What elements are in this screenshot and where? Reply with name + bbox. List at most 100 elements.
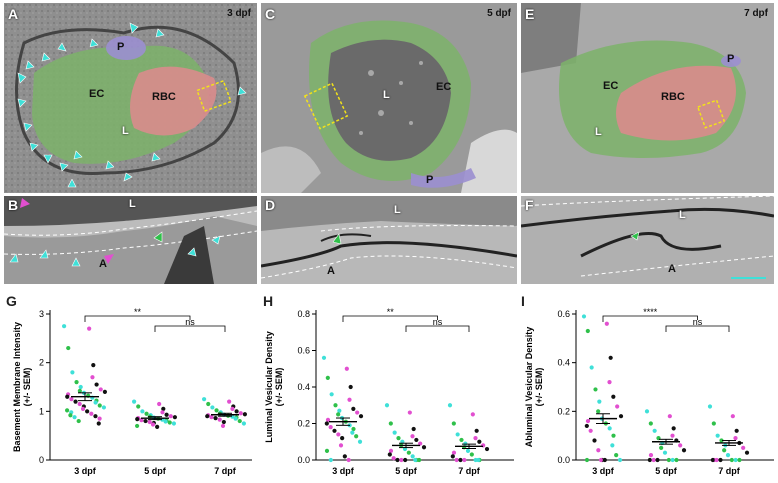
em-image-3dpf — [4, 3, 257, 193]
data-point — [651, 457, 656, 463]
data-point — [462, 457, 467, 463]
data-point — [209, 415, 214, 420]
data-point — [655, 457, 660, 463]
em-zoom-5dpf — [261, 196, 517, 284]
data-point — [670, 457, 675, 463]
data-point — [351, 406, 356, 411]
data-point — [155, 424, 160, 430]
data-point — [94, 382, 99, 387]
y-axis-label: Basement Membrane Intensity — [12, 322, 22, 452]
data-point — [135, 423, 140, 429]
inset-box — [696, 99, 726, 129]
label-l: L — [122, 125, 129, 137]
data-point — [93, 400, 98, 405]
data-point — [338, 443, 344, 448]
significance-label: ** — [387, 307, 395, 317]
data-point — [74, 380, 79, 385]
data-point — [167, 420, 172, 425]
data-point — [324, 448, 330, 453]
data-point — [388, 448, 394, 453]
data-point — [707, 404, 713, 409]
data-point — [662, 450, 668, 455]
panel-d: D L A — [261, 196, 517, 284]
data-point — [325, 417, 331, 422]
data-point — [391, 456, 396, 461]
data-point — [410, 434, 415, 439]
data-point — [463, 441, 468, 446]
data-point — [337, 408, 342, 413]
data-point — [90, 375, 95, 380]
data-point — [96, 421, 101, 426]
data-point — [70, 370, 75, 375]
data-point — [648, 421, 653, 426]
significance-label: **** — [643, 307, 658, 317]
data-point — [210, 405, 215, 410]
data-point — [469, 452, 474, 457]
data-point — [614, 453, 619, 458]
data-point — [384, 403, 390, 408]
label-l: L — [383, 89, 390, 101]
label-a: A — [327, 265, 335, 277]
label-l: L — [595, 126, 602, 138]
data-point — [89, 411, 94, 416]
label-l: L — [679, 209, 686, 221]
data-point — [150, 422, 156, 427]
data-point — [484, 446, 490, 452]
data-point — [214, 408, 219, 413]
data-point — [714, 457, 719, 463]
data-point — [342, 454, 347, 459]
label-p: P — [426, 174, 434, 186]
data-point — [597, 399, 602, 404]
x-tick-label: 7 dpf — [214, 466, 237, 476]
data-point — [328, 425, 333, 430]
significance-label: ns — [433, 317, 443, 327]
data-point — [333, 403, 338, 408]
pericyte-region — [411, 168, 476, 188]
lumen-region — [328, 39, 451, 161]
data-point — [450, 454, 455, 459]
chart-i: 0.0 0.2 0.4 0.6 Abluminal Vesicular Density(… — [524, 307, 774, 476]
data-point — [69, 397, 74, 402]
data-point — [213, 416, 218, 421]
data-point — [421, 445, 427, 450]
data-point — [659, 445, 664, 450]
x-tick-label: 3 dpf — [332, 466, 355, 476]
pericyte-region — [106, 36, 146, 60]
data-point — [78, 384, 83, 390]
data-point — [585, 418, 591, 424]
panel-f: F L A — [521, 196, 774, 284]
data-point — [678, 443, 683, 448]
data-point — [172, 415, 177, 420]
stage-label-3dpf: 3 dpf — [227, 8, 251, 19]
data-point — [336, 432, 341, 437]
label-p: P — [117, 41, 125, 53]
data-point — [346, 457, 351, 463]
panel-label-d: D — [265, 197, 276, 213]
data-point — [168, 414, 173, 419]
data-point — [336, 412, 341, 417]
data-point — [396, 436, 401, 441]
data-point — [395, 457, 400, 463]
data-point — [347, 397, 352, 402]
data-point — [733, 436, 738, 441]
data-point — [73, 399, 78, 404]
panel-label-i: I — [521, 293, 525, 309]
label-ec: EC — [436, 81, 452, 93]
data-point — [737, 457, 742, 463]
rbc-region — [616, 65, 736, 141]
y-tick-label: 0.4 — [297, 382, 310, 392]
data-point — [477, 439, 482, 444]
data-point — [358, 414, 364, 419]
data-point — [596, 448, 601, 453]
data-point — [206, 401, 211, 407]
y-tick-label: 0 — [39, 455, 44, 465]
data-point — [611, 394, 616, 399]
data-point — [581, 314, 587, 319]
x-tick-label: 5 dpf — [395, 466, 418, 476]
x-tick-label: 5 dpf — [144, 466, 167, 476]
y-axis-label: (+/- SEM) — [274, 368, 284, 407]
significance-bracket — [84, 315, 191, 322]
data-point — [388, 421, 393, 426]
data-point — [644, 409, 650, 414]
data-point — [164, 412, 169, 417]
